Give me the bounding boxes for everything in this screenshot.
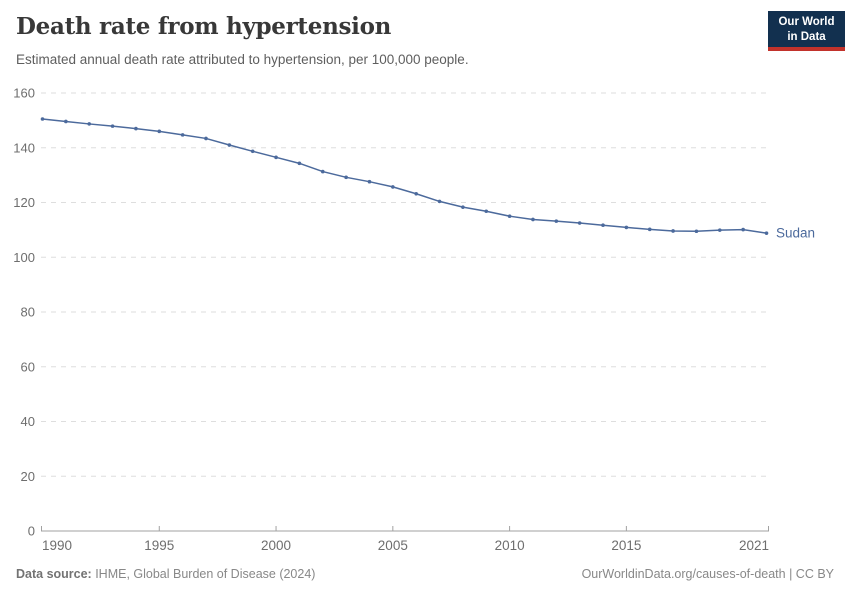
x-tick-label: 2015 <box>611 538 641 553</box>
data-point[interactable] <box>297 161 302 166</box>
data-source-label: Data source: <box>16 567 92 581</box>
y-tick-label: 160 <box>13 86 35 101</box>
x-tick-label: 1990 <box>42 538 72 553</box>
y-tick-label: 120 <box>13 195 35 210</box>
data-point[interactable] <box>741 227 745 232</box>
series-line-sudan[interactable] <box>41 118 768 234</box>
owid-logo[interactable]: Our World in Data <box>768 11 845 51</box>
y-tick-label: 100 <box>13 250 35 265</box>
data-point[interactable] <box>134 126 138 131</box>
y-tick-label: 80 <box>21 305 35 320</box>
data-point[interactable] <box>694 229 699 234</box>
data-point[interactable] <box>671 229 675 233</box>
data-point[interactable] <box>624 225 629 230</box>
x-tick-label: 2005 <box>378 538 408 553</box>
data-point[interactable] <box>531 217 535 222</box>
data-point[interactable] <box>554 219 559 223</box>
data-point[interactable] <box>180 133 185 137</box>
data-point[interactable] <box>484 209 489 214</box>
owid-logo-line1: Our World <box>778 16 835 28</box>
data-point[interactable] <box>274 155 278 160</box>
y-tick-label: 20 <box>21 469 35 484</box>
y-tick-label: 60 <box>21 359 35 374</box>
data-source: Data source: IHME, Global Burden of Dise… <box>16 567 315 581</box>
series-label-sudan[interactable]: Sudan <box>776 226 815 241</box>
owid-citation-link[interactable]: OurWorldinData.org/causes-of-death | CC … <box>581 567 834 581</box>
data-point[interactable] <box>601 223 605 228</box>
x-tick-label: 2010 <box>495 538 525 553</box>
data-point[interactable] <box>764 231 769 235</box>
chart-subtitle: Estimated annual death rate attributed t… <box>16 52 469 67</box>
data-point[interactable] <box>64 119 68 124</box>
data-point[interactable] <box>87 122 92 126</box>
y-tick-label: 140 <box>13 140 35 155</box>
data-point[interactable] <box>647 227 652 232</box>
data-point[interactable] <box>227 143 232 147</box>
x-tick-label: 1995 <box>144 538 174 553</box>
data-point[interactable] <box>391 185 395 189</box>
data-point[interactable] <box>577 221 582 225</box>
y-tick-label: 0 <box>28 524 35 539</box>
data-point[interactable] <box>110 124 115 128</box>
data-point[interactable] <box>461 205 465 209</box>
data-source-text: IHME, Global Burden of Disease (2024) <box>91 567 316 581</box>
x-tick-label: 2021 <box>739 538 769 553</box>
data-point[interactable] <box>437 199 442 204</box>
data-point[interactable] <box>320 169 325 174</box>
data-point[interactable] <box>250 149 255 154</box>
data-point[interactable] <box>717 228 722 232</box>
chart-footer: Data source: IHME, Global Burden of Dise… <box>16 567 834 581</box>
data-point[interactable] <box>204 136 208 141</box>
owid-logo-line2: in Data <box>787 30 826 43</box>
data-point[interactable] <box>157 129 162 134</box>
y-tick-label: 40 <box>21 414 35 429</box>
data-point[interactable] <box>40 117 45 121</box>
data-point[interactable] <box>507 214 512 218</box>
x-tick-label: 2000 <box>261 538 291 553</box>
data-point[interactable] <box>414 191 418 196</box>
chart-title: Death rate from hypertension <box>16 13 392 40</box>
data-point[interactable] <box>367 179 372 184</box>
data-point[interactable] <box>344 175 348 180</box>
